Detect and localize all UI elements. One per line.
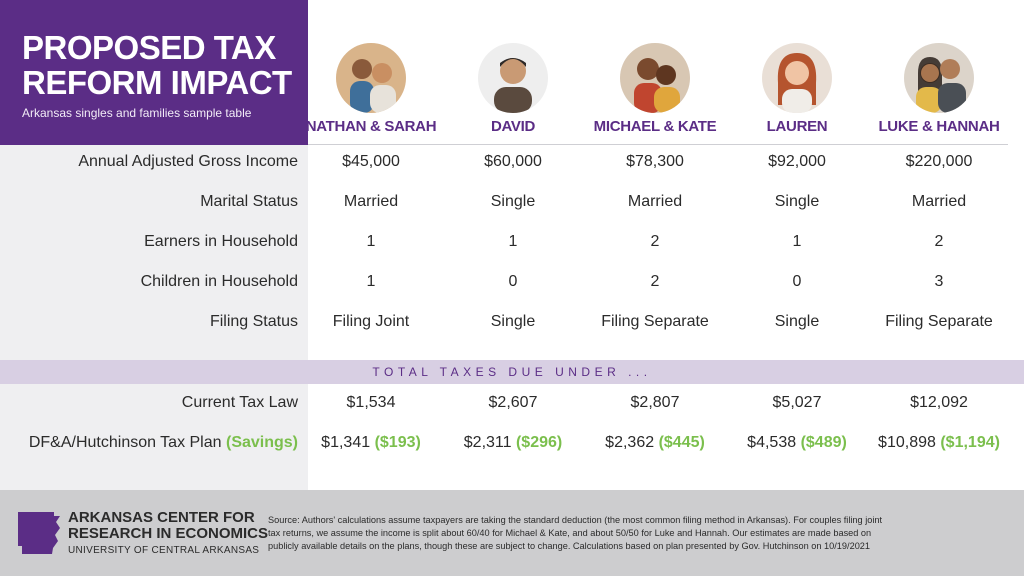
- logo-line-2: RESEARCH IN ECONOMICS: [68, 525, 269, 542]
- table-cell: $45,000: [342, 153, 400, 170]
- title-line-2: REFORM IMPACT: [22, 64, 292, 101]
- table-cell: 2: [650, 273, 660, 290]
- table-cell: $4,538 ($489): [726, 423, 868, 463]
- table-cell: Married: [627, 193, 683, 210]
- person-header: LAUREN: [726, 0, 868, 145]
- table-cell: $78,300: [626, 153, 684, 170]
- person-name: MICHAEL & KATE: [593, 118, 717, 135]
- band-label: TOTAL TAXES DUE UNDER ...: [372, 365, 652, 379]
- table-cell: Filing Joint: [332, 313, 410, 330]
- table-cell: $92,000: [768, 153, 826, 170]
- man-photo-icon: [478, 43, 548, 113]
- plan-value: $2,362: [605, 434, 655, 451]
- table-row: Annual Adjusted Gross Income $45,000 $60…: [0, 142, 1024, 182]
- title-block: PROPOSED TAX REFORM IMPACT Arkansas sing…: [0, 0, 308, 145]
- savings-value: ($445): [658, 434, 705, 451]
- table-cell: 0: [792, 273, 802, 290]
- table-cell: 2: [934, 233, 944, 250]
- person-name: NATHAN & SARAH: [305, 118, 437, 135]
- table-cell: 1: [366, 233, 376, 250]
- plan-value: $2,311: [463, 434, 512, 451]
- section-band: TOTAL TAXES DUE UNDER ...: [0, 360, 1024, 384]
- table-row: Earners in Household 1 1 2 1 2: [0, 222, 1024, 262]
- row-label: Annual Adjusted Gross Income: [78, 153, 298, 170]
- plan-value: $4,538: [747, 434, 797, 451]
- table-cell: Single: [774, 193, 820, 210]
- table-cell: Filing Separate: [601, 313, 709, 330]
- person-header: NATHAN & SARAH: [300, 0, 442, 145]
- table-cell: $10,898 ($1,194): [868, 423, 1010, 463]
- table-cell: $60,000: [484, 153, 542, 170]
- couple-photo-icon: [620, 43, 690, 113]
- savings-value: ($193): [374, 434, 421, 451]
- couple-photo-icon: [336, 43, 406, 113]
- table-cell: 1: [366, 273, 376, 290]
- table-row: Current Tax Law $1,534 $2,607 $2,807 $5,…: [0, 383, 1024, 423]
- savings-value: ($1,194): [940, 434, 1000, 451]
- table-cell: Married: [911, 193, 967, 210]
- person-header: DAVID: [442, 0, 584, 145]
- table-cell: Filing Separate: [885, 313, 993, 330]
- logo-line-1: ARKANSAS CENTER FOR: [68, 509, 255, 526]
- table-cell: $5,027: [772, 394, 822, 411]
- organization-logo: ARKANSAS CENTER FOR RESEARCH IN ECONOMIC…: [68, 510, 268, 557]
- source-note: Source: Authors' calculations assume tax…: [268, 514, 928, 553]
- couple-photo-icon: [904, 43, 974, 113]
- table-cell: $2,807: [630, 394, 680, 411]
- source-line: Source: Authors' calculations assume tax…: [268, 515, 883, 525]
- header-divider: [308, 144, 1008, 145]
- table-cell: 0: [508, 273, 518, 290]
- table-cell: $2,607: [488, 394, 538, 411]
- person-name: DAVID: [490, 118, 536, 135]
- source-line: publicly available details on the plans,…: [268, 541, 871, 551]
- table-row: Marital Status Married Single Married Si…: [0, 182, 1024, 222]
- table-cell: $1,534: [346, 394, 396, 411]
- table-cell: $220,000: [905, 153, 973, 170]
- savings-value: ($296): [515, 434, 563, 451]
- source-line: tax returns, we assume the income is spl…: [268, 528, 872, 538]
- table-cell: $2,311 ($296): [442, 423, 584, 463]
- title-line-1: PROPOSED TAX: [22, 29, 276, 66]
- woman-photo-icon: [762, 43, 832, 113]
- table-cell: 2: [650, 233, 660, 250]
- table-row: DF&A/Hutchinson Tax Plan (Savings) $1,34…: [0, 423, 1024, 463]
- table-row: Children in Household 1 0 2 0 3: [0, 262, 1024, 302]
- savings-label: (Savings): [225, 434, 298, 451]
- row-label-text: DF&A/Hutchinson Tax Plan: [28, 434, 222, 451]
- table-cell: Single: [774, 313, 820, 330]
- table-cell: Single: [490, 313, 536, 330]
- table-cell: $12,092: [910, 394, 968, 411]
- table-cell: $2,362 ($445): [584, 423, 726, 463]
- person-name: LUKE & HANNAH: [878, 118, 1000, 135]
- savings-value: ($489): [800, 434, 847, 451]
- table-cell: Married: [343, 193, 399, 210]
- plan-value: $1,341: [321, 434, 371, 451]
- table-cell: 3: [934, 273, 944, 290]
- subtitle: Arkansas singles and families sample tab…: [22, 106, 252, 120]
- table-row: Filing Status Filing Joint Single Filing…: [0, 302, 1024, 342]
- person-name: LAUREN: [766, 118, 828, 135]
- row-label: DF&A/Hutchinson Tax Plan (Savings): [0, 423, 298, 463]
- table-cell: Single: [490, 193, 536, 210]
- plan-value: $10,898: [878, 434, 936, 451]
- person-header: MICHAEL & KATE: [584, 0, 726, 145]
- footer: ARKANSAS CENTER FOR RESEARCH IN ECONOMIC…: [0, 490, 1024, 576]
- person-header: LUKE & HANNAH: [868, 0, 1010, 145]
- arkansas-state-shape-icon: [18, 512, 60, 554]
- row-label: Earners in Household: [144, 233, 298, 250]
- table-cell: $1,341 ($193): [300, 423, 442, 463]
- row-label: Filing Status: [209, 313, 298, 330]
- table-cell: 1: [508, 233, 518, 250]
- row-label: Marital Status: [200, 193, 298, 210]
- row-label: Children in Household: [140, 273, 298, 290]
- table-cell: 1: [792, 233, 802, 250]
- logo-line-3: UNIVERSITY OF CENTRAL ARKANSAS: [68, 545, 260, 556]
- row-label: Current Tax Law: [181, 394, 298, 411]
